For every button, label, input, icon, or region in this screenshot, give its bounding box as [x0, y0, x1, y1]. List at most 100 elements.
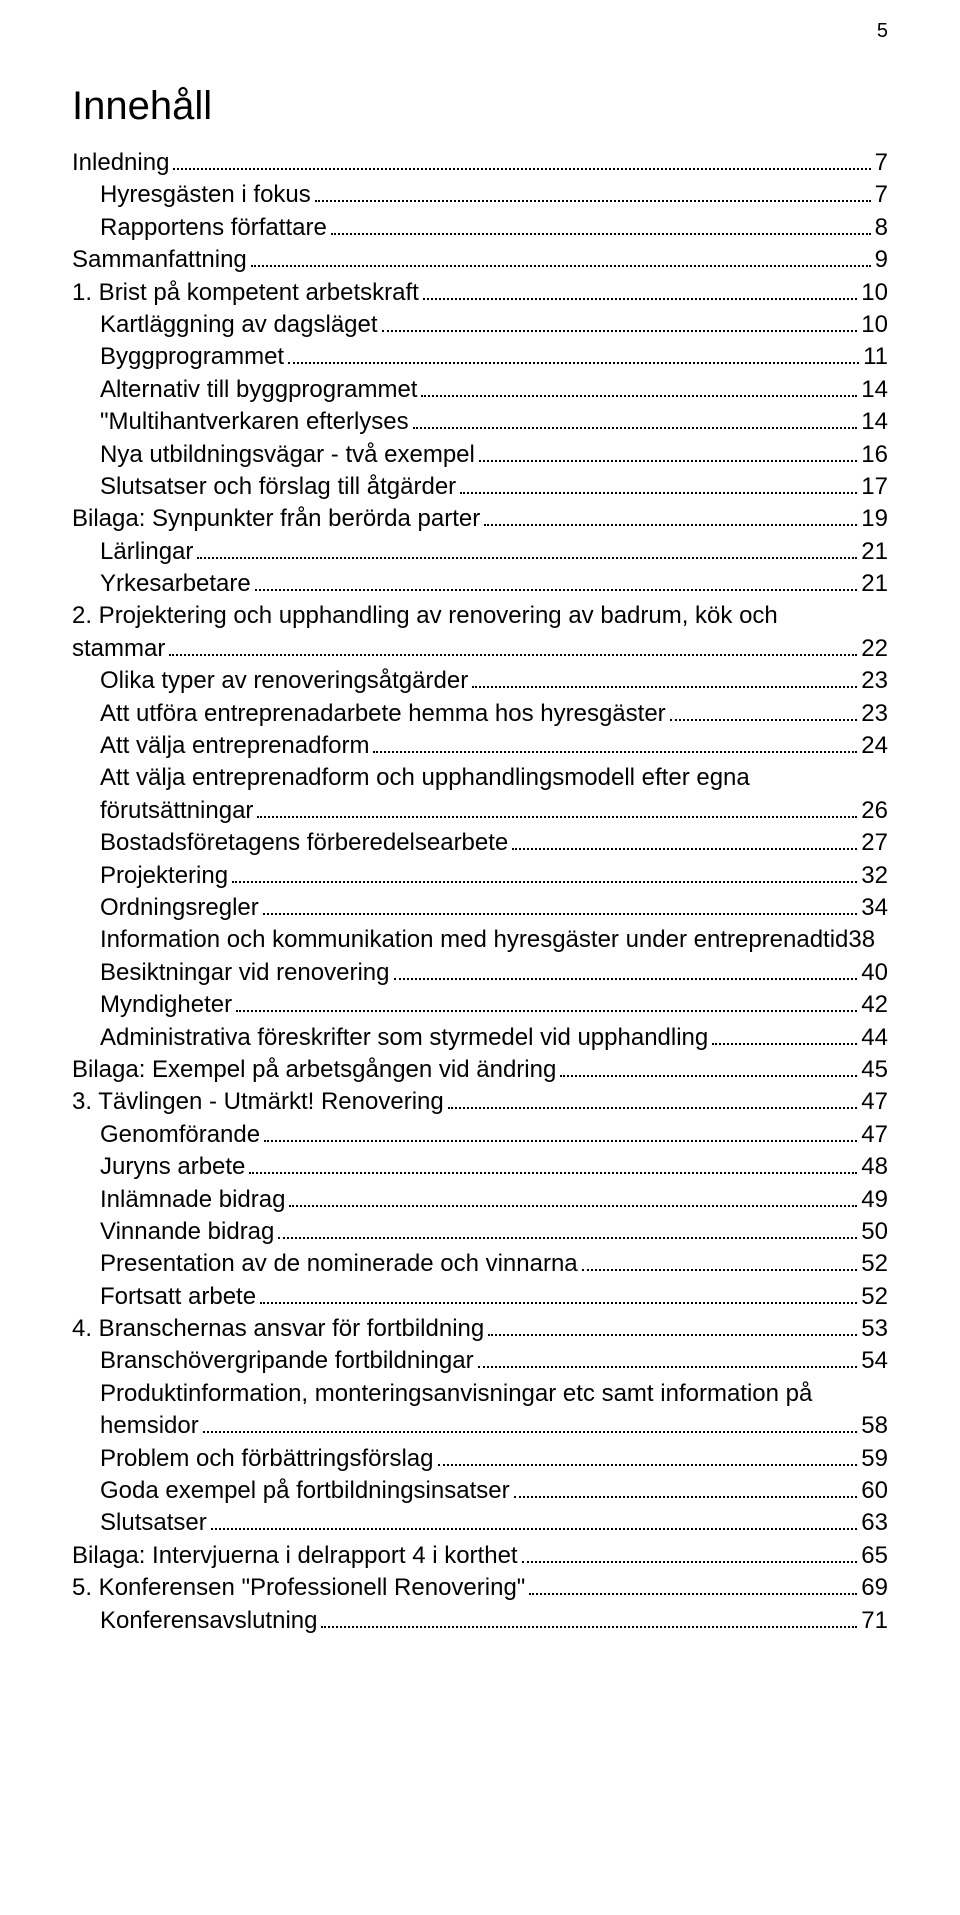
toc-entry-page: 11	[863, 341, 888, 373]
toc-entry-label: 5. Konferensen "Professionell Renovering…	[72, 1572, 525, 1604]
toc-leader	[512, 835, 857, 850]
toc-entry-label: Inlämnade bidrag	[100, 1184, 285, 1216]
toc-entry-page: 24	[861, 730, 888, 762]
toc-leader	[373, 738, 857, 753]
toc-entry: Konferensavslutning71	[100, 1605, 888, 1637]
toc-leader	[251, 252, 871, 267]
toc-entry-label: 2. Projektering och upphandling av renov…	[72, 602, 778, 629]
toc-leader	[413, 414, 858, 429]
toc-entry-label: Bilaga: Synpunkter från berörda parter	[72, 503, 480, 535]
toc-entry: Sammanfattning 9	[72, 244, 888, 276]
toc-entry: 1. Brist på kompetent arbetskraft10	[72, 277, 888, 309]
toc-entry: 3. Tävlingen - Utmärkt! Renovering47	[72, 1086, 888, 1118]
toc-entry-label: Olika typer av renoveringsåtgärder	[100, 665, 468, 697]
toc-leader	[423, 284, 857, 299]
toc-entry-label: Byggprogrammet	[100, 341, 284, 373]
toc-entry-page: 7	[875, 179, 888, 211]
toc-entry: Kartläggning av dagsläget10	[100, 309, 888, 341]
toc-leader	[315, 187, 871, 202]
toc-entry: Presentation av de nominerade och vinnar…	[100, 1248, 888, 1280]
toc-entry: Ordningsregler34	[100, 892, 888, 924]
toc-entry-page: 8	[875, 212, 888, 244]
toc-leader	[670, 705, 858, 720]
toc-entry: Bilaga: Intervjuerna i delrapport 4 i ko…	[72, 1540, 888, 1572]
toc-entry-page: 23	[861, 698, 888, 730]
toc-entry-page: 65	[861, 1540, 888, 1572]
toc-entry-page: 21	[861, 568, 888, 600]
toc-entry-label: Vinnande bidrag	[100, 1216, 274, 1248]
toc-entry-label: Slutsatser och förslag till åtgärder	[100, 471, 456, 503]
toc-entry-page: 9	[875, 244, 888, 276]
toc-entry-label: 3. Tävlingen - Utmärkt! Renovering	[72, 1086, 444, 1118]
toc-leader	[197, 544, 857, 559]
toc-entry: Att välja entreprenadform24	[100, 730, 888, 762]
toc-leader	[211, 1515, 858, 1530]
toc-entry-page: 7	[875, 147, 888, 179]
toc-entry: Fortsatt arbete52	[100, 1281, 888, 1313]
toc-leader	[331, 220, 871, 235]
toc-leader	[169, 641, 857, 656]
toc-entry: Lärlingar 21	[100, 536, 888, 568]
toc-entry: Problem och förbättringsförslag59	[100, 1443, 888, 1475]
toc-entry-page: 49	[861, 1184, 888, 1216]
toc-entry-page: 58	[861, 1410, 888, 1442]
toc-leader	[260, 1288, 857, 1303]
toc-leader	[448, 1094, 858, 1109]
toc-entry-label: 4. Branschernas ansvar för fortbildning	[72, 1313, 484, 1345]
toc-entry-label: Att utföra entreprenadarbete hemma hos h…	[100, 698, 666, 730]
toc-leader	[514, 1483, 858, 1498]
toc-entry: Branschövergripande fortbildningar54	[100, 1345, 888, 1377]
toc-entry: stammar22	[72, 633, 888, 665]
toc-entry-label: Bilaga: Intervjuerna i delrapport 4 i ko…	[72, 1540, 518, 1572]
toc-entry-page: 52	[861, 1248, 888, 1280]
toc-leader	[321, 1612, 857, 1627]
toc-entry: Hyresgästen i fokus7	[100, 179, 888, 211]
toc-entry: Myndigheter42	[100, 989, 888, 1021]
toc-leader	[479, 446, 857, 461]
toc-entry: Bostadsföretagens förberedelsearbete27	[100, 827, 888, 859]
toc-leader	[472, 673, 857, 688]
toc-entry: Inledning 7	[72, 147, 888, 179]
toc-entry: Genomförande47	[100, 1119, 888, 1151]
toc-entry-page: 14	[861, 406, 888, 438]
toc-entry: hemsidor58	[100, 1410, 888, 1442]
toc-entry: Slutsatser63	[100, 1507, 888, 1539]
toc-entry-page: 10	[861, 309, 888, 341]
toc-entry-label: Sammanfattning	[72, 244, 247, 276]
toc-entry-label: Inledning	[72, 147, 169, 179]
toc-entry-page: 50	[861, 1216, 888, 1248]
toc-entry: Inlämnade bidrag 49	[100, 1184, 888, 1216]
toc-entry-label: Slutsatser	[100, 1507, 207, 1539]
toc-entry-line: Produktinformation, monteringsanvisninga…	[100, 1378, 888, 1410]
toc-leader	[484, 511, 857, 526]
toc-leader	[522, 1548, 858, 1563]
toc-entry-page: 45	[861, 1054, 888, 1086]
toc-leader	[421, 382, 857, 397]
toc-leader	[438, 1450, 858, 1465]
toc-entry-label: Alternativ till byggprogrammet	[100, 374, 417, 406]
toc-leader	[288, 349, 859, 364]
page-title: Innehåll	[72, 84, 888, 129]
toc-entry: Information och kommunikation med hyresg…	[100, 924, 888, 956]
toc-entry-page: 21	[861, 536, 888, 568]
toc-entry: Att utföra entreprenadarbete hemma hos h…	[100, 698, 888, 730]
toc-entry-label: Branschövergripande fortbildningar	[100, 1345, 474, 1377]
toc-leader	[278, 1224, 857, 1239]
toc-entry: Alternativ till byggprogrammet14	[100, 374, 888, 406]
toc-entry-label: Fortsatt arbete	[100, 1281, 256, 1313]
toc-entry-label: Rapportens författare	[100, 212, 327, 244]
toc-entry: Vinnande bidrag 50	[100, 1216, 888, 1248]
toc-leader	[232, 867, 857, 882]
toc-leader	[478, 1353, 858, 1368]
toc-entry-label: Yrkesarbetare	[100, 568, 251, 600]
toc-leader	[236, 997, 857, 1012]
toc-entry-page: 44	[861, 1022, 888, 1054]
toc-entry-page: 40	[861, 957, 888, 989]
toc-leader	[249, 1159, 857, 1174]
toc-leader	[712, 1029, 857, 1044]
toc-entry-page: 69	[861, 1572, 888, 1604]
toc-entry-label: Presentation av de nominerade och vinnar…	[100, 1248, 578, 1280]
toc-leader	[488, 1321, 857, 1336]
toc-entry-page: 71	[861, 1605, 888, 1637]
toc-entry-label: Lärlingar	[100, 536, 193, 568]
